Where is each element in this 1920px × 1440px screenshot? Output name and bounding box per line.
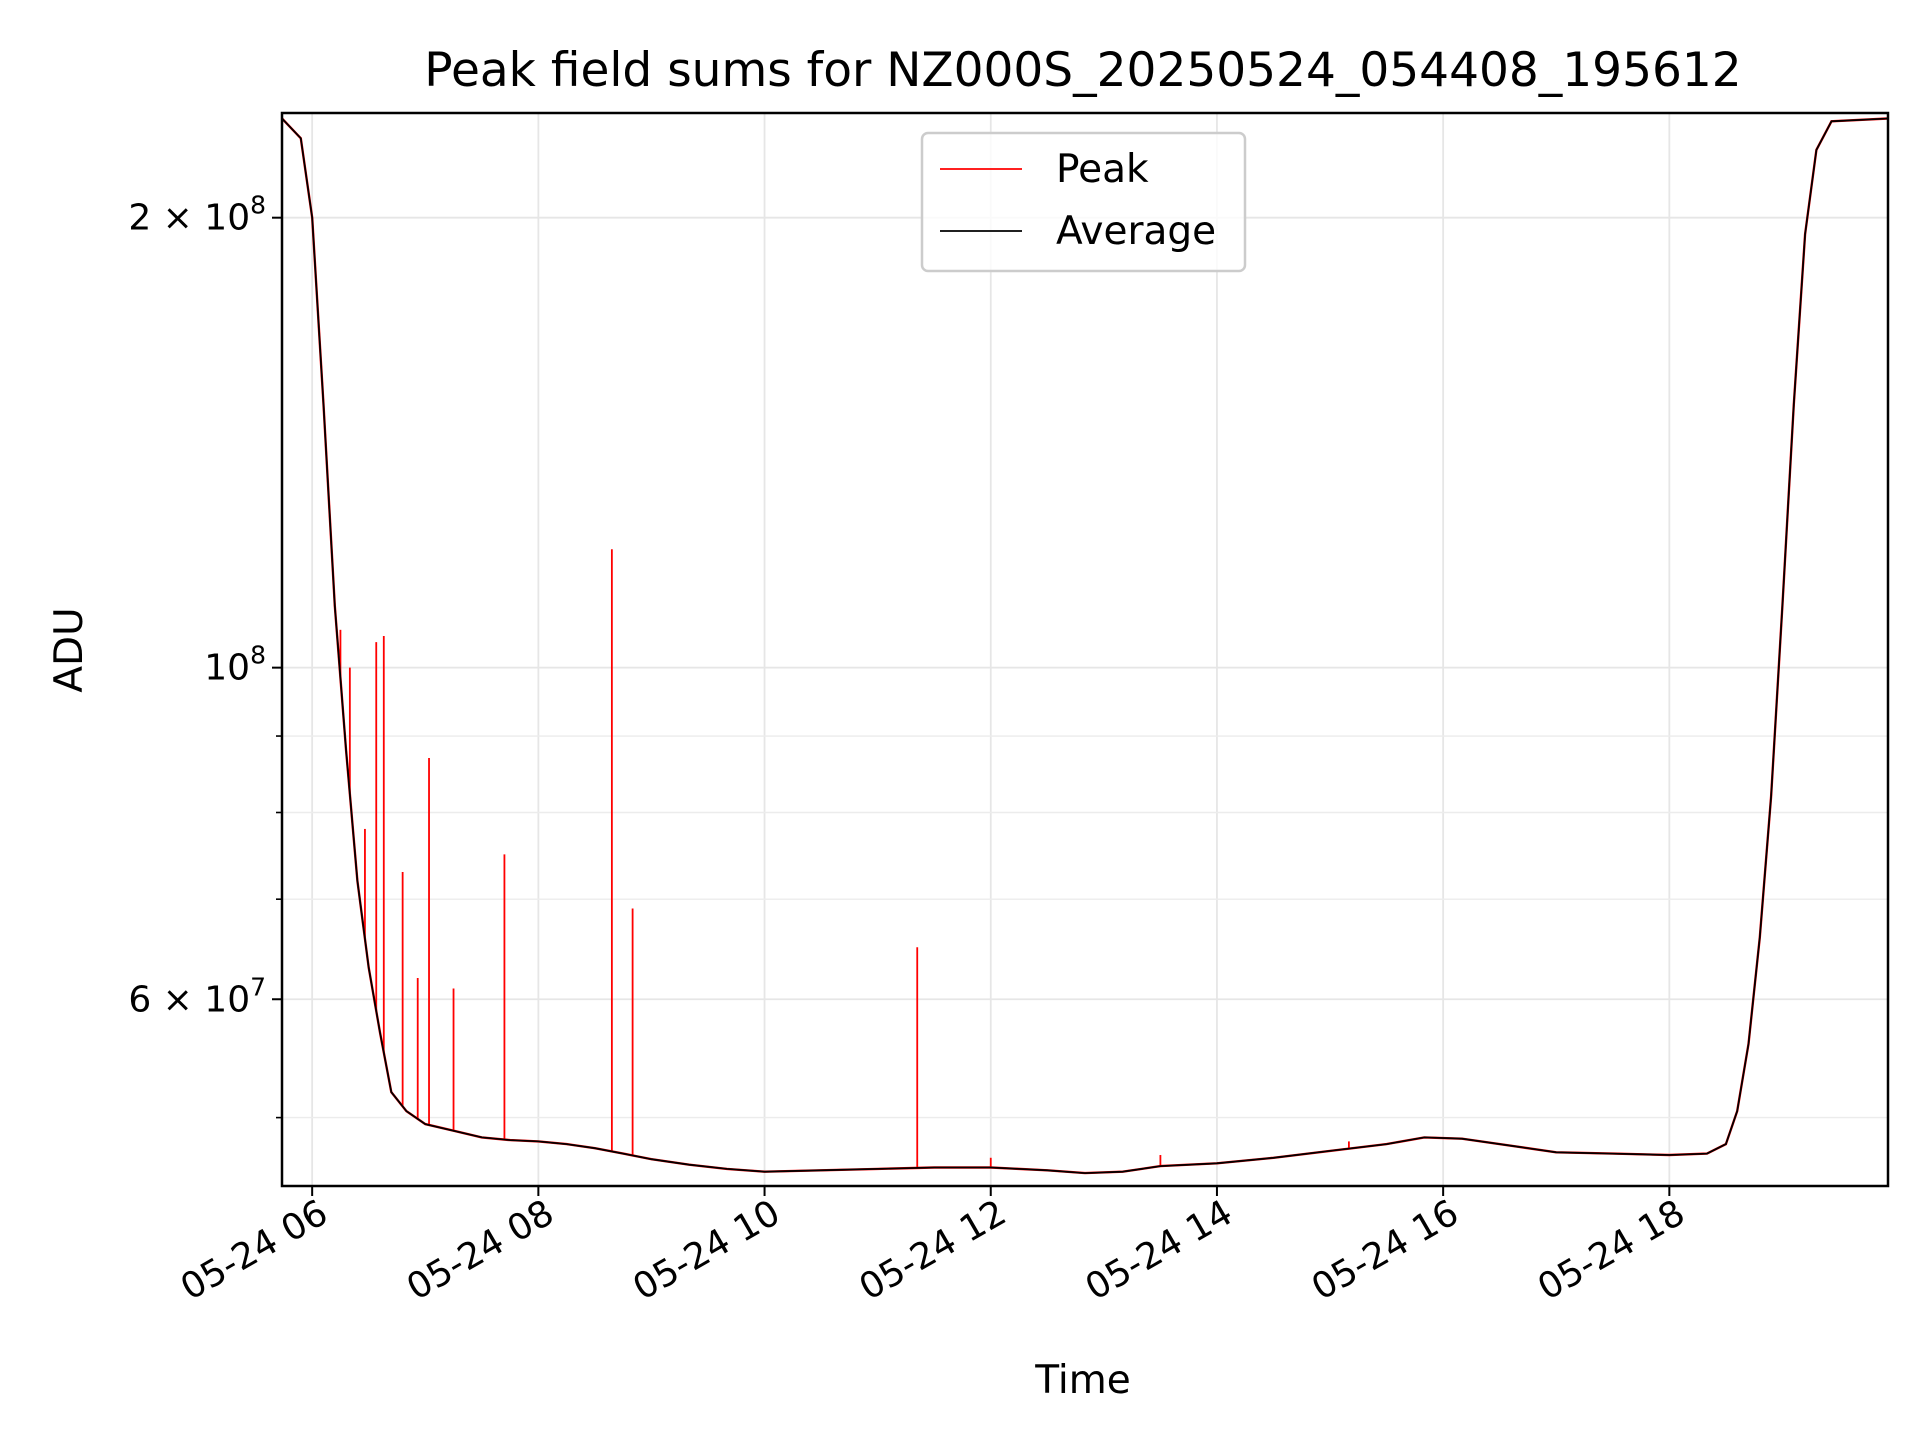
y-tick-label: 6 × 107 [128, 972, 266, 1020]
legend-box [920, 131, 1247, 273]
chart-title: Peak field sums for NZ000S_20250524_0544… [424, 43, 1741, 98]
x-axis-label: Time [1034, 1358, 1130, 1403]
y-axis-label: ADU [47, 607, 92, 692]
legend-label-average: Average [1056, 209, 1216, 254]
y-tick-label: 108 [204, 641, 266, 689]
plot-series [281, 117, 1889, 1175]
legend: Peak Average [920, 131, 1247, 273]
plot-frame [280, 111, 1890, 1188]
legend-label-peak: Peak [1056, 147, 1149, 192]
y-tick-label: 2 × 108 [128, 191, 266, 239]
series-line-average [281, 117, 1889, 1175]
y-axis-ticks: 6 × 107 108 2 × 108 [128, 191, 282, 1119]
